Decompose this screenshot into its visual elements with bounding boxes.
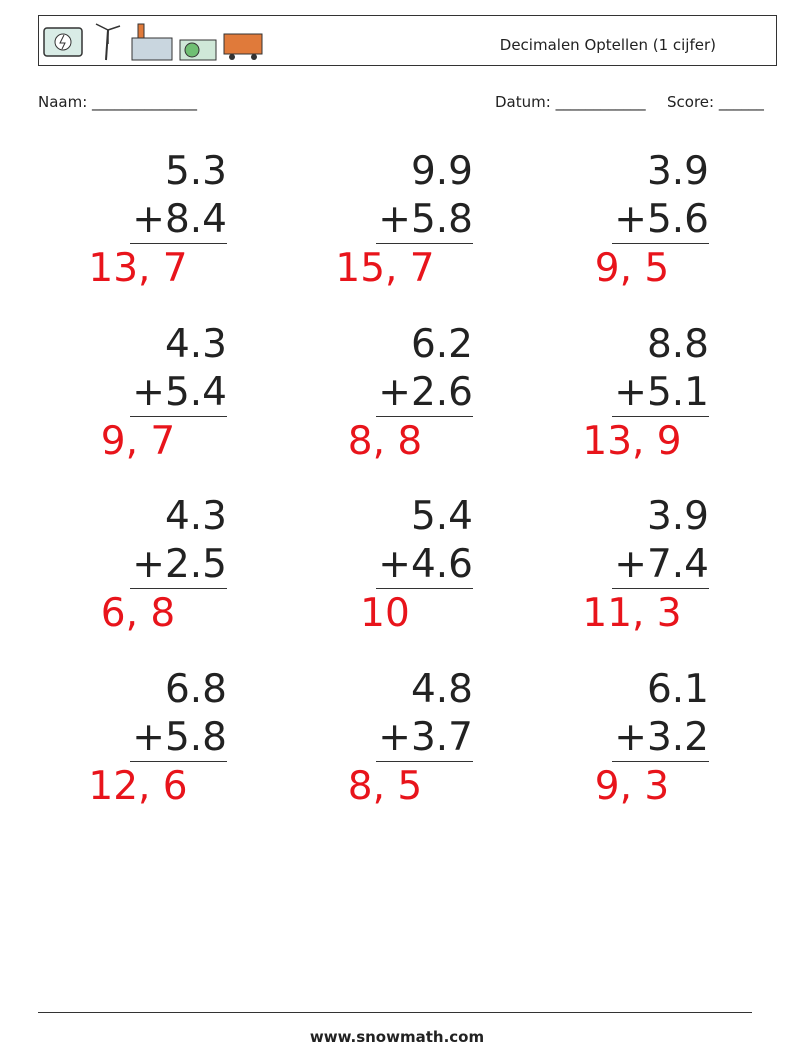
bottom-number: +5.8	[27, 715, 227, 762]
footer-line	[38, 1012, 752, 1013]
bottom-number: +5.6	[509, 197, 709, 244]
top-number: 4.3	[164, 494, 227, 539]
top-number: 8.8	[646, 321, 709, 367]
bottom-number: +5.8	[273, 197, 473, 244]
bottom-number-text: +7.4	[612, 542, 709, 589]
bottom-number: +3.2	[509, 715, 709, 762]
bottom-number: +5.1	[509, 370, 709, 417]
bottom-number-text: +4.6	[376, 542, 473, 589]
bottom-number-text: +2.5	[130, 542, 227, 589]
name-field: Naam: ______________	[38, 93, 198, 111]
bottom-number: +2.5	[27, 542, 227, 589]
top-number: 5.3	[164, 149, 227, 194]
bottom-number: +8.4	[27, 197, 227, 244]
top-number: 3.9	[646, 494, 709, 539]
answer: 9, 5	[594, 246, 670, 291]
answer: 9, 7	[100, 418, 176, 464]
answer: 8, 5	[347, 763, 423, 809]
bottom-number-text: +5.1	[612, 369, 709, 417]
answer: 9, 3	[594, 763, 670, 809]
bottom-number-text: +5.6	[612, 197, 709, 244]
bottom-number-text: +3.2	[612, 714, 709, 762]
title: Decimalen Optellen (1 cijfer)	[499, 36, 716, 54]
bottom-number-text: +5.4	[130, 369, 227, 417]
bottom-number: +4.6	[273, 542, 473, 589]
date-field: Datum: ____________	[495, 93, 646, 111]
top-number: 6.2	[410, 321, 473, 367]
answer: 12, 6	[88, 763, 188, 809]
top-number: 6.1	[646, 666, 709, 712]
bottom-number: +7.4	[509, 542, 709, 589]
header-icons	[43, 23, 263, 61]
top-number: 4.3	[164, 321, 227, 367]
bottom-number: +5.4	[27, 370, 227, 417]
answer: 13, 9	[582, 418, 682, 464]
top-number: 3.9	[646, 149, 709, 194]
bottom-number-text: +8.4	[130, 197, 227, 244]
score-field: Score: ______	[667, 93, 764, 111]
footer: www.snowmath.com	[309, 1028, 485, 1046]
header-box	[38, 15, 777, 66]
bottom-number-text: +5.8	[130, 714, 227, 762]
bottom-number-text: +5.8	[376, 197, 473, 244]
answer: 8, 8	[347, 418, 423, 464]
bottom-number-text: +3.7	[376, 714, 473, 762]
bottom-number-text: +2.6	[376, 369, 473, 417]
top-number: 6.8	[164, 666, 227, 712]
answer: 10	[360, 591, 410, 636]
top-number: 4.8	[410, 666, 473, 712]
top-number: 9.9	[410, 149, 473, 194]
answer: 13, 7	[88, 246, 188, 291]
answer: 15, 7	[335, 246, 435, 291]
top-number: 5.4	[410, 494, 473, 539]
bottom-number: +3.7	[273, 715, 473, 762]
bottom-number: +2.6	[273, 370, 473, 417]
answer: 11, 3	[582, 591, 682, 636]
answer: 6, 8	[100, 591, 176, 636]
